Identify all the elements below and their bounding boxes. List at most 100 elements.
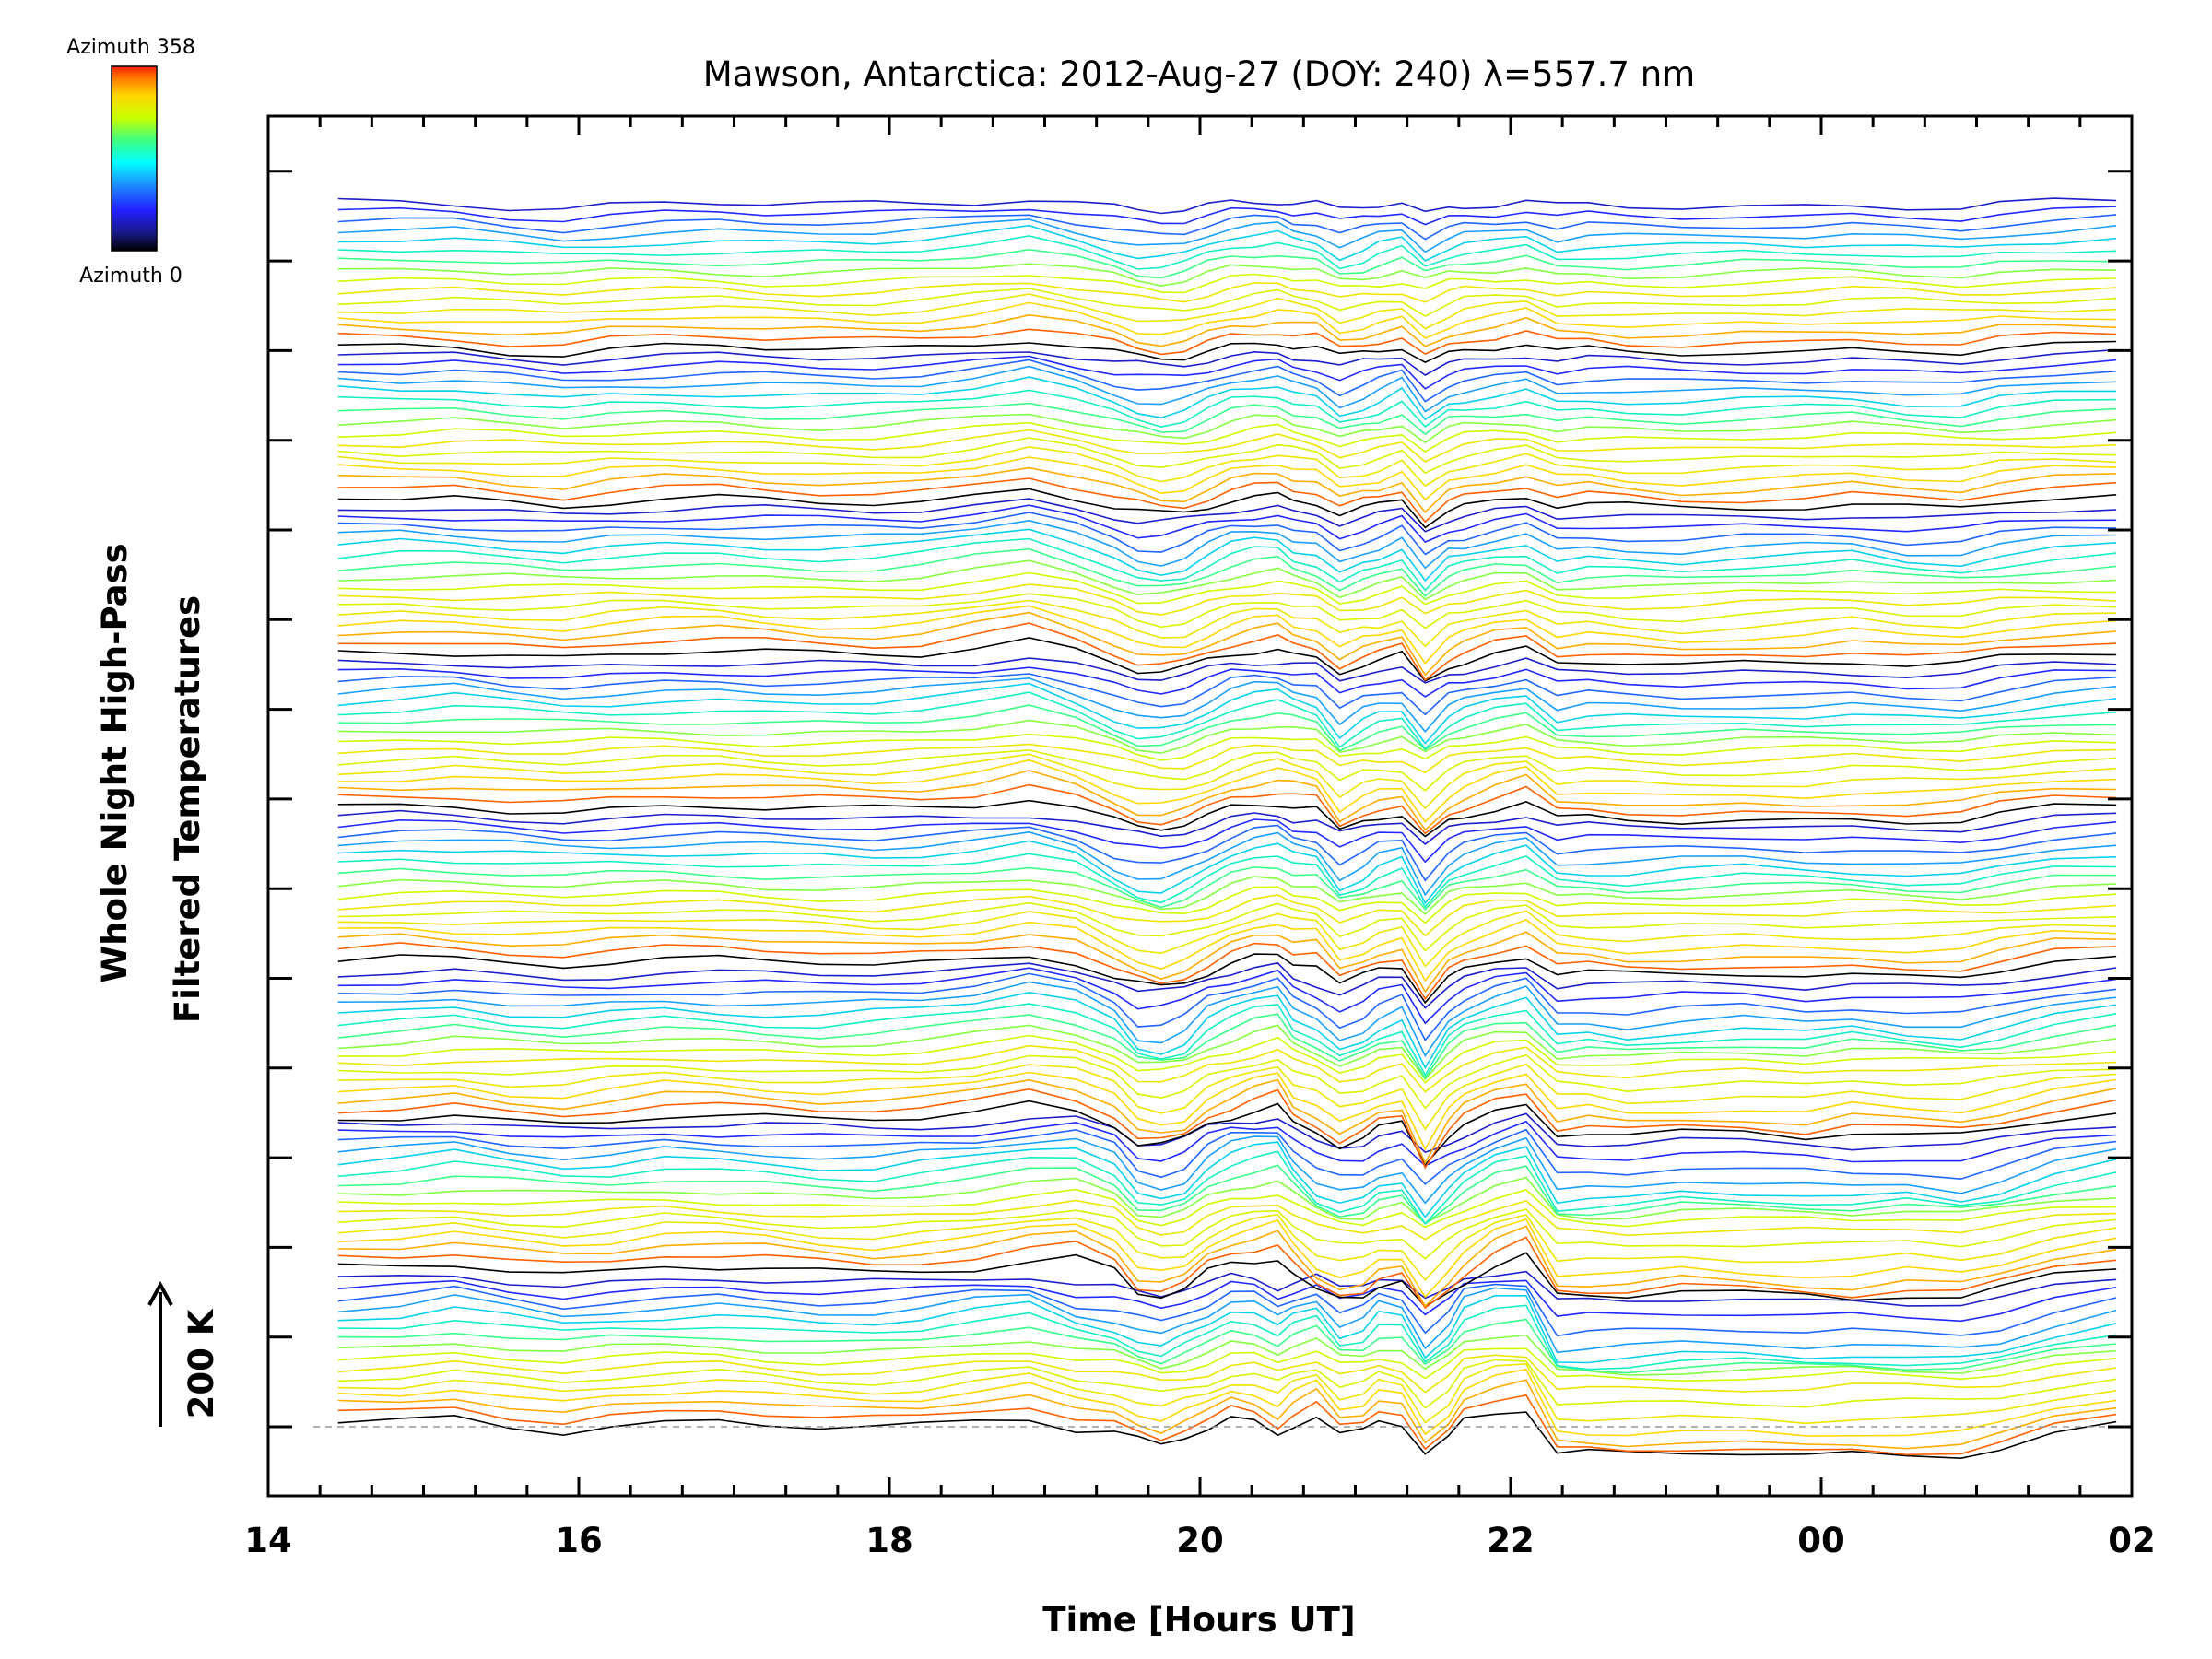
series-line: [337, 437, 2117, 475]
series-line: [337, 753, 2117, 810]
series-line: [337, 1252, 2117, 1308]
y-axis-label-line1: Whole Night High-Pass: [95, 543, 135, 982]
x-tick-labels: 14 16 18 20 22 00 02: [244, 1521, 2156, 1560]
series-line: [337, 1279, 2117, 1323]
colorbar-top-label: Azimuth 358: [66, 36, 195, 59]
series-line: [337, 1176, 2117, 1225]
series-line: [337, 967, 2117, 1025]
series-line: [337, 657, 2117, 684]
series-line: [337, 293, 2117, 330]
series-line: [337, 824, 2117, 882]
series-line: [337, 673, 2117, 716]
series-line: [337, 1078, 2117, 1165]
series-line: [337, 519, 2117, 570]
series-line: [337, 818, 2117, 864]
series-line: [337, 547, 2117, 597]
x-tick-label: 18: [865, 1521, 913, 1560]
series-line: [337, 910, 2117, 968]
series-line: [337, 1270, 2117, 1307]
series-line: [337, 235, 2117, 270]
series-line: [337, 901, 2117, 952]
chart-title: Mawson, Antarctica: 2012-Aug-27 (DOY: 24…: [703, 54, 1695, 94]
series-line: [337, 593, 2117, 629]
series-line: [337, 359, 2117, 403]
series-line: [337, 1295, 2117, 1364]
colorbar-bottom-label: Azimuth 0: [79, 265, 182, 288]
series-line: [337, 413, 2117, 444]
series-line: [337, 981, 2117, 1058]
x-tick-label: 16: [555, 1521, 603, 1560]
series-line: [337, 488, 2117, 529]
series-line: [337, 866, 2117, 911]
series-line: [337, 421, 2117, 453]
series-line: [337, 1120, 2117, 1167]
series-line: [337, 893, 2117, 937]
series-line: [337, 1304, 2117, 1371]
series-line: [337, 599, 2117, 648]
series-line: [337, 402, 2117, 436]
series-line: [337, 282, 2117, 303]
series-line: [337, 622, 2117, 682]
series-line: [337, 263, 2117, 287]
series-line: [337, 1024, 2117, 1081]
series-line: [337, 783, 2117, 835]
series-line: [337, 1225, 2117, 1308]
series-line: [337, 1394, 2117, 1456]
series-line: [337, 1141, 2117, 1218]
series-line: [337, 611, 2117, 677]
series-line: [337, 682, 2117, 745]
x-tick-label: 20: [1176, 1521, 1224, 1560]
series-line: [337, 942, 2117, 1001]
series-line: [337, 504, 2117, 543]
series-line: [337, 206, 2117, 226]
series-line: [337, 1150, 2117, 1225]
series-line: [337, 799, 2117, 838]
series-line: [337, 1213, 2117, 1281]
series-line: [337, 691, 2117, 750]
series-line: [337, 931, 2117, 994]
series-line: [337, 677, 2117, 734]
series-line: [337, 1218, 2117, 1299]
series-line: [337, 991, 2117, 1070]
series-line: [337, 637, 2117, 682]
x-tick-label: 02: [2108, 1521, 2156, 1560]
series-line: [337, 972, 2117, 1041]
series-line: [337, 1411, 2117, 1460]
series-line: [337, 1071, 2117, 1151]
series-line: [337, 1003, 2117, 1077]
series-line: [337, 1236, 2117, 1310]
series-line: [337, 830, 2117, 897]
series-line: [337, 876, 2117, 915]
series-line: [337, 1334, 2117, 1376]
y-axis-label-line2: Filtered Temperatures: [168, 595, 207, 1023]
series-line: [337, 886, 2117, 924]
series-line: [337, 605, 2117, 665]
series-line: [337, 340, 2117, 363]
series-line: [337, 1199, 2117, 1241]
series-line: [337, 429, 2117, 463]
series-line: [337, 953, 2117, 1005]
series-line: [337, 1128, 2117, 1185]
series-line: [337, 961, 2117, 1009]
series-line: [337, 313, 2117, 347]
x-tick-label: 14: [244, 1521, 292, 1560]
series-line: [337, 218, 2117, 253]
series-line: [337, 389, 2117, 429]
series-layer: [337, 197, 2117, 1460]
series-line: [337, 348, 2117, 376]
series-line: [337, 759, 2117, 823]
series-line: [337, 466, 2117, 513]
series-line: [337, 666, 2117, 698]
series-line: [337, 1362, 2117, 1425]
series-line: [337, 809, 2117, 845]
series-line: [337, 1164, 2117, 1226]
series-line: [337, 853, 2117, 909]
series-line: [337, 719, 2117, 754]
series-line: [337, 365, 2117, 413]
series-line: [337, 1188, 2117, 1229]
series-line: [337, 733, 2117, 761]
series-line: [337, 770, 2117, 831]
series-line: [337, 1053, 2117, 1110]
series-line: [337, 571, 2117, 606]
